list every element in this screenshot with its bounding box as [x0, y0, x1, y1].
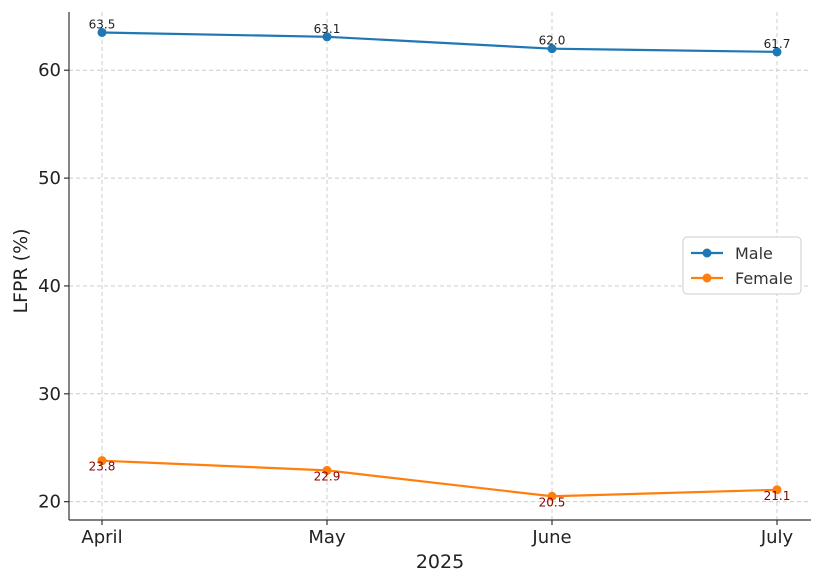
data-label-female: 21.1 — [764, 489, 791, 503]
data-point-male — [772, 47, 782, 57]
data-point-male — [322, 32, 332, 42]
data-point-female — [97, 456, 107, 466]
y-tick-label: 20 — [38, 492, 61, 513]
legend-marker-female — [702, 273, 712, 283]
legend-box — [682, 236, 802, 295]
data-label-male: 63.1 — [314, 22, 341, 36]
x-tick-label: April — [81, 527, 122, 548]
x-tick-label: July — [760, 527, 794, 548]
data-label-male: 62.0 — [539, 34, 566, 48]
data-point-female — [547, 491, 557, 501]
x-tick-label: May — [308, 527, 346, 548]
y-axis-title: LFPR (%) — [10, 228, 32, 313]
legend-marker-male — [702, 248, 712, 258]
data-label-female: 20.5 — [539, 495, 566, 509]
data-point-female — [772, 485, 782, 495]
y-tick-label: 30 — [38, 384, 61, 405]
legend-label-female: Female — [735, 269, 793, 288]
grid — [69, 12, 811, 520]
data-label-male: 63.5 — [89, 17, 116, 31]
series-layer — [97, 27, 782, 501]
x-tick-label: June — [531, 527, 571, 548]
data-label-male: 61.7 — [764, 37, 791, 51]
y-tick-label: 60 — [38, 60, 61, 81]
legend: Male Female — [682, 236, 802, 295]
legend-label-male: Male — [735, 244, 773, 263]
data-label-female: 22.9 — [314, 469, 341, 483]
data-point-male — [547, 44, 557, 54]
data-label-female: 23.8 — [89, 460, 116, 474]
series-line-female — [101, 459, 778, 498]
x-axis-title: 2025 — [416, 551, 464, 573]
axes: 20 30 40 50 60 April May June July — [38, 12, 811, 548]
y-tick-label: 50 — [38, 168, 61, 189]
data-point-male — [97, 27, 107, 37]
y-tick-label: 40 — [38, 276, 61, 297]
data-labels: 63.5 63.1 62.0 61.7 23.8 22.9 20.5 21.1 — [89, 17, 791, 509]
data-point-female — [322, 465, 332, 475]
series-line-male — [101, 31, 778, 54]
